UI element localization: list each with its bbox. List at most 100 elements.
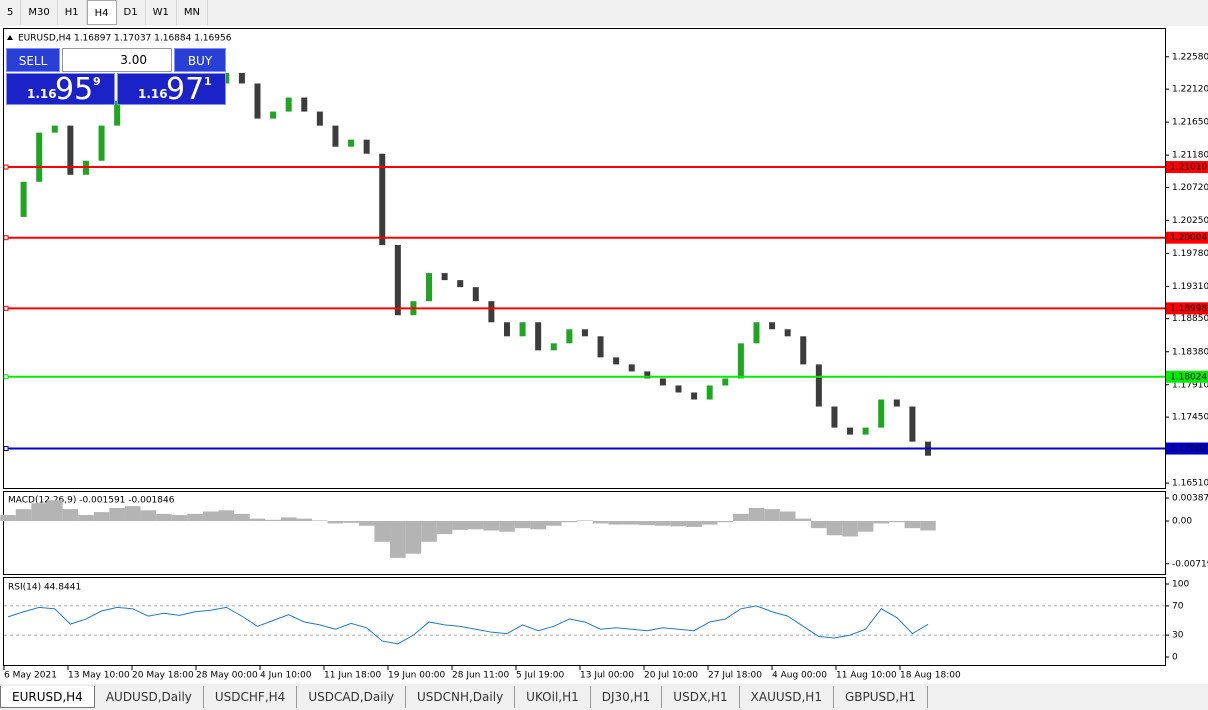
x-tick-label: 18 Aug 18:00 — [900, 671, 961, 681]
level-tag: 1.20004 — [1170, 233, 1207, 243]
macd-label: MACD(12,26,9) -0.001591 -0.001846 — [8, 496, 175, 506]
chart-tab[interactable]: GBPUSD,H1 — [834, 686, 928, 708]
macd-bar — [405, 521, 422, 554]
candle — [597, 336, 604, 358]
chart-tab[interactable]: AUDUSD,Daily — [95, 686, 204, 708]
macd-bar — [577, 520, 593, 522]
y-tick-label: 1.20720 — [1172, 183, 1208, 193]
y-tick-label: 70 — [1172, 601, 1184, 611]
main-frame — [3, 28, 1166, 489]
candle — [691, 392, 698, 400]
chart-tab[interactable]: USDCAD,Daily — [297, 686, 406, 708]
candle — [722, 378, 729, 386]
candle — [815, 364, 822, 407]
chart-bg — [0, 26, 1208, 684]
macd-bar — [15, 509, 32, 522]
y-tick-label: 1.17450 — [1172, 413, 1208, 423]
lot-input[interactable]: 3.00 — [62, 48, 172, 72]
macd-bar — [842, 521, 858, 537]
macd-bar — [826, 521, 843, 536]
candle — [98, 125, 105, 161]
chart-tab[interactable]: EURUSD,H4 — [0, 686, 95, 708]
chart-tab[interactable]: USDCHF,H4 — [204, 686, 298, 708]
candle — [519, 322, 526, 337]
candle — [909, 406, 916, 442]
macd-bar — [639, 521, 656, 526]
bid-prefix: 1.16 — [27, 87, 57, 101]
y-tick-label: 1.22580 — [1172, 52, 1208, 62]
bid-price[interactable]: 1.16 95 9 — [6, 72, 115, 107]
level-tag-bg — [1166, 370, 1208, 383]
y-tick-label: 1.18850 — [1172, 314, 1208, 324]
timeframe-bar: 5 M30 H1 H4 D1 W1 MN — [0, 0, 208, 25]
candle — [862, 427, 869, 435]
y-tick-label: 100 — [1172, 580, 1189, 590]
level-tag: 1.21010 — [1170, 163, 1207, 173]
macd-bar — [187, 513, 203, 522]
candle — [613, 357, 620, 365]
candle — [51, 125, 58, 133]
candle — [893, 399, 900, 407]
macd-bar — [171, 515, 188, 522]
timeframe-tab[interactable]: M30 — [21, 0, 58, 25]
x-tick-label: 5 Jul 19:00 — [516, 671, 565, 681]
rsi-label: RSI(14) 44.8441 — [8, 583, 81, 593]
macd-bar — [889, 521, 905, 523]
candle — [36, 132, 43, 182]
x-tick-label: 4 Jun 10:00 — [260, 671, 312, 681]
chart-tab[interactable]: USDX,H1 — [662, 686, 740, 708]
chart-tab[interactable]: UKOil,H1 — [515, 686, 591, 708]
chart-tab[interactable]: USDCNH,Daily — [406, 686, 516, 708]
chart-tab[interactable]: DJ30,H1 — [591, 686, 663, 708]
y-tick-label: 1.17910 — [1172, 380, 1208, 390]
candle — [847, 427, 854, 435]
macd-bar — [561, 521, 578, 523]
macd-bar — [795, 518, 812, 522]
macd-bar — [717, 521, 734, 523]
macd-frame — [3, 491, 1166, 575]
x-tick-label: 4 Aug 00:00 — [772, 671, 827, 681]
y-tick-label: 30 — [1172, 631, 1184, 641]
y-tick-label: -0.007195 — [1172, 559, 1208, 569]
sell-button[interactable]: SELL — [6, 48, 60, 72]
timeframe-tab[interactable]: H1 — [58, 0, 87, 25]
y-tick-label: 1.21180 — [1172, 151, 1208, 161]
macd-bar — [140, 510, 157, 522]
x-tick-label: 27 Jul 18:00 — [708, 671, 762, 681]
y-tick-label: 1.19310 — [1172, 282, 1208, 292]
buy-button[interactable]: BUY — [174, 48, 226, 72]
level-tag: 1.18024 — [1170, 372, 1207, 382]
timeframe-tab[interactable]: 5 — [0, 0, 22, 25]
candle — [223, 72, 230, 84]
timeframe-tab[interactable]: H4 — [86, 0, 117, 25]
y-tick-label: 0 — [1172, 653, 1178, 663]
x-tick-label: 6 May 2021 — [4, 671, 57, 681]
macd-bar — [483, 521, 500, 531]
macd-bar — [280, 517, 297, 522]
timeframe-tab[interactable]: MN — [177, 0, 208, 25]
candle — [628, 364, 635, 372]
candle — [457, 280, 464, 288]
candle — [831, 406, 838, 428]
chart-tabs: EURUSD,H4 AUDUSD,Daily USDCHF,H4 USDCAD,Dai… — [0, 686, 928, 708]
candle — [270, 111, 277, 119]
macd-bar — [545, 521, 562, 526]
chart-tab[interactable]: XAUUSD,H1 — [740, 686, 834, 708]
chart-window: EURUSD,H4 1.16897 1.17037 1.16884 1.1695… — [0, 26, 1208, 684]
macd-bar — [686, 521, 702, 527]
candle — [737, 343, 744, 379]
bid-sup: 9 — [93, 75, 101, 88]
macd-bar — [811, 521, 827, 529]
macd-bar — [530, 521, 546, 530]
macd-bar — [31, 503, 47, 522]
candle — [441, 273, 448, 281]
timeframe-tab[interactable]: D1 — [117, 0, 146, 25]
candle — [348, 139, 355, 147]
level-tag-bg — [1166, 442, 1208, 455]
x-tick-label: 13 May 10:00 — [68, 671, 130, 681]
timeframe-tab[interactable]: W1 — [146, 0, 177, 25]
candle — [426, 273, 433, 302]
y-tick-label: 1.18380 — [1172, 347, 1208, 357]
ask-price[interactable]: 1.16 97 1 — [117, 72, 226, 107]
macd-bar — [296, 518, 313, 522]
